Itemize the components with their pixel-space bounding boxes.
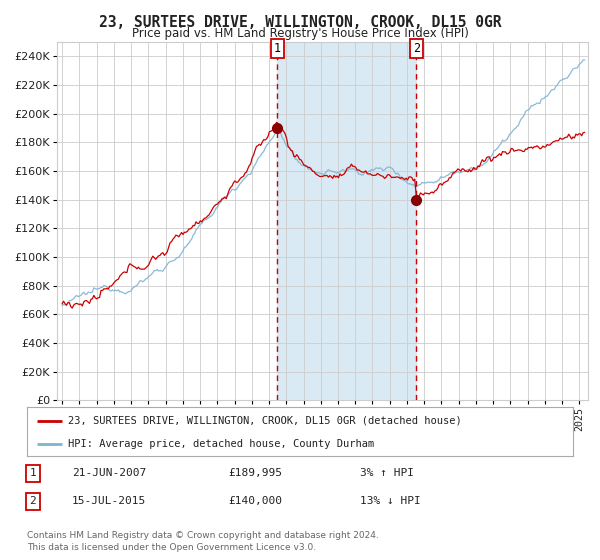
Text: 1: 1 [274,42,281,55]
Text: 15-JUL-2015: 15-JUL-2015 [72,496,146,506]
Text: 2: 2 [29,496,37,506]
Text: 1: 1 [29,468,37,478]
Text: £189,995: £189,995 [228,468,282,478]
Text: HPI: Average price, detached house, County Durham: HPI: Average price, detached house, Coun… [68,439,374,449]
Text: 23, SURTEES DRIVE, WILLINGTON, CROOK, DL15 0GR (detached house): 23, SURTEES DRIVE, WILLINGTON, CROOK, DL… [68,416,462,426]
Text: £140,000: £140,000 [228,496,282,506]
Text: 2: 2 [413,42,420,55]
Bar [277,42,416,400]
Text: 3% ↑ HPI: 3% ↑ HPI [360,468,414,478]
Text: 13% ↓ HPI: 13% ↓ HPI [360,496,421,506]
Text: 21-JUN-2007: 21-JUN-2007 [72,468,146,478]
Text: 23, SURTEES DRIVE, WILLINGTON, CROOK, DL15 0GR: 23, SURTEES DRIVE, WILLINGTON, CROOK, DL… [99,15,501,30]
Text: Price paid vs. HM Land Registry's House Price Index (HPI): Price paid vs. HM Land Registry's House … [131,27,469,40]
Text: Contains HM Land Registry data © Crown copyright and database right 2024.
This d: Contains HM Land Registry data © Crown c… [27,531,379,552]
